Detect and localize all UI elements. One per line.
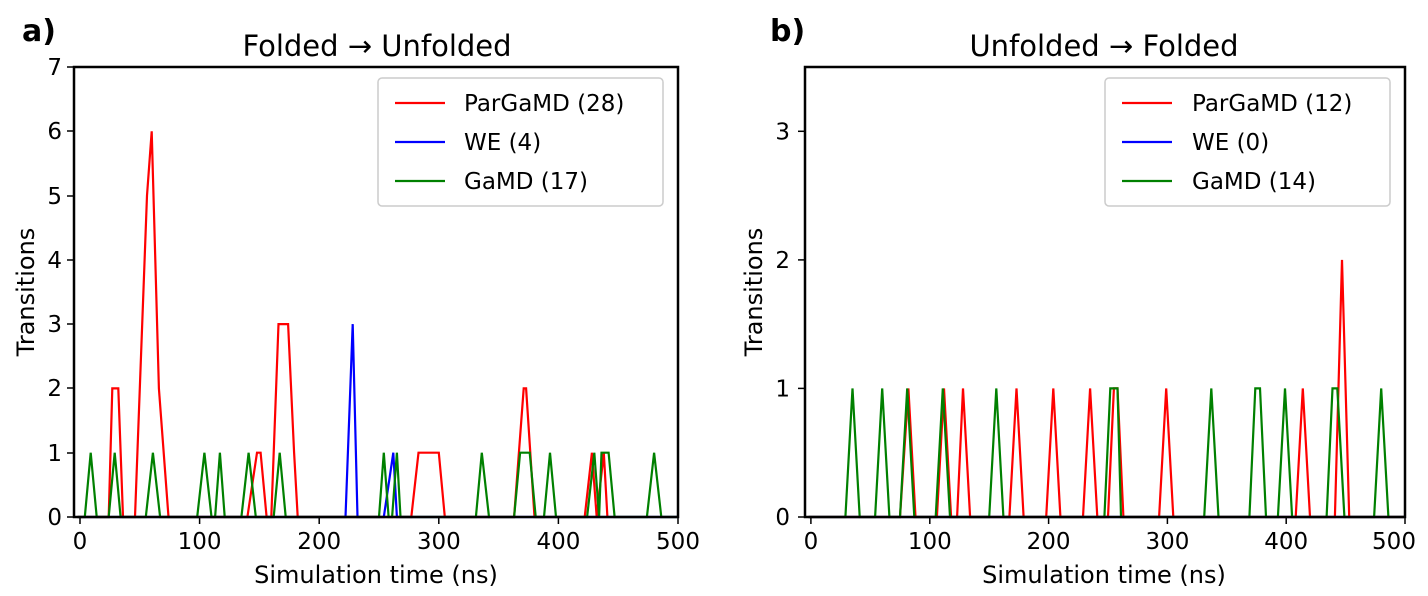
y-tick-label-a: 7 <box>47 55 62 81</box>
y-tick-label-a: 2 <box>47 376 62 402</box>
y-tick-label-a: 0 <box>47 505 62 531</box>
legend-label-gamd-a: GaMD (17) <box>464 169 588 195</box>
y-axis-label-b: Transitions <box>740 228 768 358</box>
x-tick-label-a: 400 <box>536 529 580 555</box>
legend-label-pargamd-a: ParGaMD (28) <box>464 91 624 117</box>
x-axis-b: 0 100 200 300 400 500 <box>804 517 1416 555</box>
y-axis-b: 0 1 2 3 <box>775 119 805 531</box>
y-tick-label-a: 5 <box>47 184 62 210</box>
panel-label-a: a) <box>22 14 56 49</box>
x-tick-label-b: 100 <box>908 529 952 555</box>
chart-title-a: Folded → Unfolded <box>242 29 511 63</box>
legend-label-we-a: WE (4) <box>464 130 541 156</box>
y-tick-label-b: 1 <box>775 376 790 402</box>
x-axis-a: 0 100 200 300 400 500 <box>73 517 700 555</box>
panel-a: a) Folded → Unfolded 0 1 2 3 4 5 6 7 <box>12 14 700 589</box>
x-tick-label-b: 200 <box>1027 529 1071 555</box>
x-tick-label-a: 200 <box>297 529 341 555</box>
legend-label-pargamd-b: ParGaMD (12) <box>1192 91 1352 117</box>
x-tick-label-b: 400 <box>1264 529 1308 555</box>
legend-box-a <box>377 77 664 207</box>
panel-b: b) Unfolded → Folded 0 1 2 3 0 100 200 <box>740 14 1416 589</box>
x-axis-label-b: Simulation time (ns) <box>982 561 1226 589</box>
legend-b: ParGaMD (12) WE (0) GaMD (14) <box>1104 77 1391 207</box>
x-tick-label-a: 300 <box>417 529 461 555</box>
y-axis-a: 0 1 2 3 4 5 6 7 <box>47 55 74 531</box>
series-line-pargamd-a <box>77 131 609 519</box>
x-tick-label-a: 100 <box>178 529 222 555</box>
x-axis-label-a: Simulation time (ns) <box>254 561 498 589</box>
plot-frame-b <box>803 65 1407 519</box>
y-tick-label-b: 3 <box>775 119 790 145</box>
legend-label-gamd-b: GaMD (14) <box>1192 169 1316 195</box>
y-tick-label-a: 6 <box>47 119 62 145</box>
series-line-gamd-b <box>808 387 1404 519</box>
x-tick-label-a: 500 <box>656 529 700 555</box>
legend-a: ParGaMD (28) WE (4) GaMD (17) <box>377 77 664 207</box>
x-tick-label-b: 0 <box>804 529 819 555</box>
legend-label-we-b: WE (0) <box>1192 130 1269 156</box>
y-tick-label-a: 4 <box>47 248 62 274</box>
y-tick-label-a: 1 <box>47 441 62 467</box>
plot-lines-b <box>808 259 1404 519</box>
plot-frame-a <box>72 65 680 519</box>
chart-title-b: Unfolded → Folded <box>969 29 1238 63</box>
x-tick-label-a: 0 <box>73 529 88 555</box>
x-tick-label-b: 500 <box>1372 529 1416 555</box>
y-axis-label-a: Transitions <box>12 228 40 358</box>
y-tick-label-b: 2 <box>775 248 790 274</box>
y-tick-label-a: 3 <box>47 312 62 338</box>
x-tick-label-b: 300 <box>1145 529 1189 555</box>
legend-box-b <box>1104 77 1391 207</box>
y-tick-label-b: 0 <box>775 505 790 531</box>
panel-label-b: b) <box>770 14 805 49</box>
